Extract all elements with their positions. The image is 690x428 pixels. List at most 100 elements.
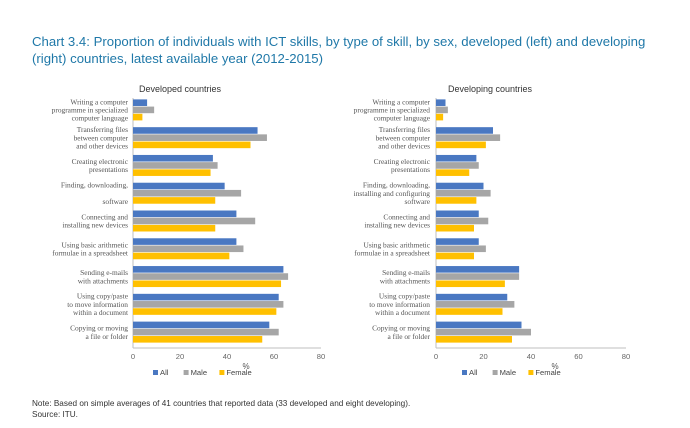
developed-category-label: within a document [73,308,129,317]
developed-bar-male [133,106,155,114]
developed-bar-male [133,273,289,280]
developing-panel-title: Developing countries [448,84,533,94]
developing-bar-female [436,308,503,315]
developed-x-tick-label: 40 [223,352,231,361]
developed-bar-male [133,301,284,308]
developing-bar-all [436,266,520,273]
developing-bar-all [436,99,446,106]
developed-category-label: Finding, downloading, [61,181,128,190]
developed-bar-female [133,308,277,315]
developed-bar-all [133,127,258,134]
developed-legend-swatch-all [153,370,158,375]
developing-legend-swatch-all [462,370,467,375]
developed-category-label: presentations [89,165,128,174]
developing-category-label: Using basic arithmetic [364,240,431,249]
developing-bar-all [436,293,508,301]
developed-bar-female [133,252,230,260]
developing-x-tick-label: 60 [574,352,582,361]
developing-x-axis-label: % [551,362,558,371]
developed-bar-female [133,336,263,343]
developed-bar-male [133,217,256,225]
developed-x-tick-label: 0 [131,352,135,361]
developing-bar-female [436,169,470,176]
developed-category-label: with attachments [78,276,128,285]
developed-category-label: software [103,197,129,206]
developing-category-label: Copying or moving [372,324,430,333]
developing-legend-swatch-female [528,370,534,375]
developing-category-label: formulae in a spreadsheet [354,248,431,257]
developing-bar-male [436,217,489,225]
developing-bar-female [436,280,505,288]
developing-x-tick-label: 20 [479,352,487,361]
developed-bar-all [133,293,279,301]
developing-category-label: Connecting and [383,213,430,222]
developed-bar-female [133,224,216,232]
developed-bar-male [133,328,279,336]
developed-category-label: formulae in a spreadsheet [52,248,129,257]
developing-x-tick-label: 80 [622,352,630,361]
developing-category-label: to move information [369,300,430,309]
developing-bar-female [436,336,512,343]
developing-bar-female [436,113,444,121]
developing-legend-label-female: Female [535,368,560,377]
developing-bar-male [436,106,448,114]
developing-bar-all [436,238,479,245]
developing-category-label: software [405,197,431,206]
developed-category-label: Writing a computer [70,97,128,106]
developed-bar-male [133,189,242,197]
developed-x-axis-label: % [242,362,249,371]
developing-legend-swatch-male [492,370,498,375]
developed-bar-female [133,141,251,149]
developed-bar-female [133,280,282,288]
developed-category-label: Connecting and [81,213,128,222]
developed-bar-all [133,238,237,245]
developing-category-label: Finding, downloading, [363,181,430,190]
developed-bar-all [133,182,225,190]
developed-bar-female [133,113,143,121]
developing-bar-male [436,273,520,280]
developed-category-label: Sending e-mails [80,268,128,277]
developed-category-label: between computer [74,133,129,142]
developing-bar-female [436,224,474,232]
developing-category-label: with attachments [380,276,430,285]
developing-bar-female [436,252,474,260]
developing-category-label: Sending e-mails [382,268,430,277]
chart-title: Chart 3.4: Proportion of individuals wit… [32,34,646,66]
developed-bar-all [133,210,237,218]
developing-category-label: computer language [374,114,431,123]
developing-category-label: installing and configuring [354,189,431,198]
developed-category-label: programme in specialized [52,105,129,114]
developed-category-label: and other devices [76,141,128,150]
developed-bar-female [133,197,216,204]
developing-category-label: installing new devices [364,221,430,230]
developing-bar-male [436,301,515,308]
developing-legend-label-all: All [469,368,478,377]
developed-bar-male [133,245,244,253]
developing-category-label: within a document [375,308,431,317]
developing-bar-female [436,141,486,149]
developed-category-label: Creating electronic [72,157,129,166]
developed-category-label: installing new devices [62,221,128,230]
developed-category-label: to move information [67,300,128,309]
developed-category-label: Using basic arithmetic [62,240,129,249]
developing-x-tick-label: 40 [527,352,535,361]
developing-bar-all [436,154,477,162]
developed-x-tick-label: 20 [176,352,184,361]
developing-bar-all [436,182,484,190]
developing-bar-male [436,245,486,253]
developing-x-tick-label: 0 [434,352,438,361]
developing-bar-male [436,162,479,169]
developing-category-label: and other devices [378,141,430,150]
note-text: Note: Based on simple averages of 41 cou… [32,399,411,408]
developing-category-label: Transferring files [379,125,430,134]
developing-bar-all [436,210,479,218]
source-text: Source: ITU. [32,410,78,419]
developed-category-label: Transferring files [77,125,128,134]
developed-bar-all [133,321,270,329]
developed-x-tick-label: 60 [270,352,278,361]
developed-category-label: Copying or moving [70,324,128,333]
chart-note: Note: Based on simple averages of 41 cou… [32,398,410,420]
developed-legend-swatch-female [219,370,225,375]
developed-category-label: computer language [72,114,129,123]
